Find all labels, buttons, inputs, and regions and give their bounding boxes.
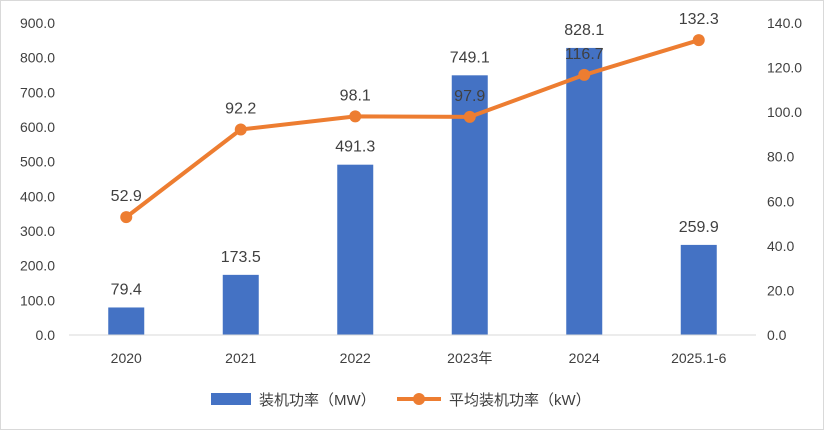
average-power-line — [124, 38, 701, 220]
left-axis-tick-label: 0.0 — [36, 327, 56, 343]
right-axis-tick-label: 100.0 — [767, 104, 802, 120]
right-axis-tick-label: 140.0 — [767, 15, 802, 31]
bar-data-label: 491.3 — [335, 139, 375, 156]
x-axis-tick-label: 2024 — [569, 350, 600, 366]
line-point-2021 — [234, 123, 247, 136]
x-axis-tick-label: 2023年 — [447, 350, 492, 366]
x-axis-tick-label: 2020 — [111, 350, 142, 366]
right-axis-tick-label: 20.0 — [767, 282, 794, 298]
left-axis-tick-label: 900.0 — [20, 15, 55, 31]
left-axis-tick-label: 400.0 — [20, 188, 55, 204]
right-axis-tick-label: 80.0 — [767, 149, 794, 165]
left-axis-tick-label: 600.0 — [20, 119, 55, 135]
bar-2024 — [566, 47, 603, 336]
x-axis-tick-label: 2021 — [225, 350, 256, 366]
bar-data-label: 749.1 — [450, 49, 490, 66]
x-axis-tick-label: 2022 — [340, 350, 371, 366]
bar-2025.1-6 — [680, 244, 717, 335]
bar-data-label: 79.4 — [111, 281, 142, 298]
bar-2022 — [337, 164, 374, 335]
line-data-label: 52.9 — [111, 188, 142, 205]
left-axis-tick-label: 200.0 — [20, 258, 55, 274]
line-data-label: 92.2 — [225, 101, 256, 118]
legend-bar-swatch — [211, 393, 251, 405]
line-data-label: 116.7 — [565, 46, 604, 63]
line-data-label: 132.3 — [679, 11, 719, 28]
left-axis-tick-label: 800.0 — [20, 50, 55, 66]
line-point-2022 — [349, 110, 362, 123]
legend-line-label: 平均装机功率（kW） — [449, 392, 591, 409]
line-point-2024 — [578, 68, 591, 81]
bar-data-label: 828.1 — [564, 22, 604, 39]
line-data-label: 98.1 — [340, 87, 371, 104]
legend-line-marker — [413, 393, 425, 405]
line-point-2025.1-6 — [692, 34, 705, 47]
bar-data-label: 259.9 — [679, 219, 719, 236]
left-axis-tick-label: 700.0 — [20, 84, 55, 100]
line-point-2020 — [120, 211, 133, 224]
legend-bar-label: 装机功率（MW） — [259, 392, 376, 409]
right-axis-tick-label: 40.0 — [767, 238, 794, 254]
right-axis-tick-label: 60.0 — [767, 193, 794, 209]
left-axis-tick-label: 100.0 — [20, 292, 55, 308]
left-axis-tick-label: 300.0 — [20, 223, 55, 239]
x-axis-tick-label: 2025.1-6 — [671, 350, 726, 366]
bar-2020 — [108, 307, 145, 335]
right-axis-tick-label: 120.0 — [767, 60, 802, 76]
left-axis-tick-label: 500.0 — [20, 154, 55, 170]
right-axis-tick-label: 0.0 — [767, 327, 787, 343]
line-data-label: 97.9 — [454, 88, 485, 105]
bar-2021 — [222, 274, 259, 335]
bar-data-label: 173.5 — [221, 249, 261, 266]
line-point-2023年 — [463, 110, 476, 123]
